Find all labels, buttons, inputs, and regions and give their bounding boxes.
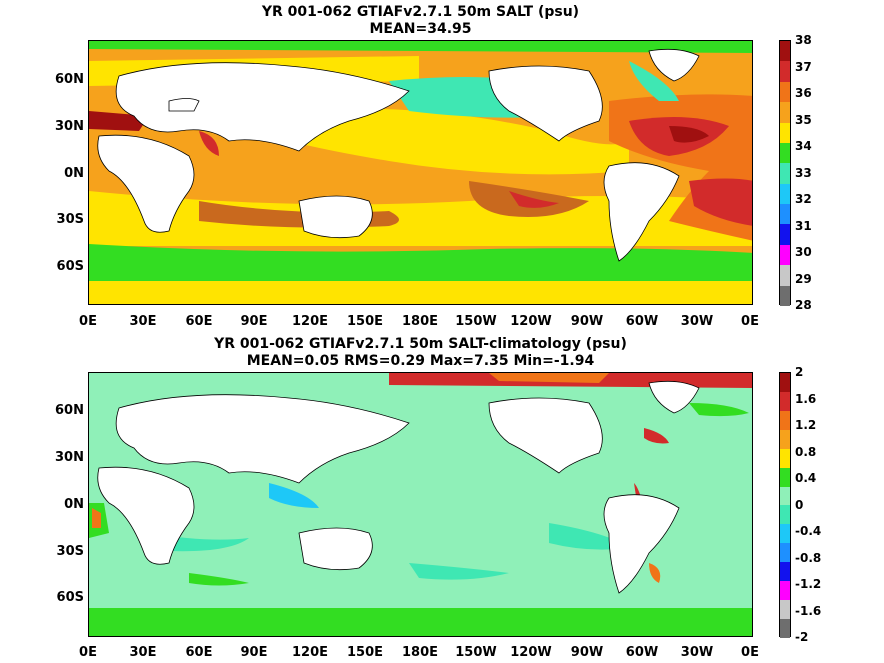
panel2-lon-3: 90E	[240, 645, 268, 660]
panel2-colorbar	[779, 372, 791, 638]
panel2-map	[88, 372, 753, 637]
panel1-map-svg	[89, 41, 752, 304]
colorbar-segment	[780, 183, 790, 204]
colorbar-segment	[780, 265, 790, 286]
colorbar-segment	[780, 204, 790, 225]
colorbar-segment	[780, 410, 790, 430]
colorbar-segment	[780, 81, 790, 103]
colorbar-tick-label: -0.8	[795, 550, 822, 565]
colorbar-tick-label: -1.6	[795, 603, 822, 618]
panel1-lon-11: 30W	[680, 314, 714, 329]
colorbar-segment	[780, 543, 790, 563]
panel2-map-svg	[89, 373, 752, 636]
panel2-lon-5: 150E	[346, 645, 384, 660]
panel2-lon-11: 30W	[680, 645, 714, 660]
colorbar-segment	[780, 562, 790, 582]
panel2-title-line2: MEAN=0.05 RMS=0.29 Max=7.35 Min=-1.94	[246, 353, 595, 369]
panel1-lon-10: 60W	[625, 314, 659, 329]
colorbar-segment	[780, 244, 790, 266]
panel1-title-line2: MEAN=34.95	[369, 21, 472, 37]
colorbar-segment	[780, 373, 790, 392]
panel1-lon-6: 180E	[401, 314, 439, 329]
panel1-title: YR 001-062 GTIAFv2.7.1 50m SALT (psu) ME…	[88, 4, 753, 38]
colorbar-segment	[780, 122, 790, 143]
colorbar-tick-label: -1.2	[795, 577, 822, 591]
panel1-lon-5: 150E	[346, 314, 384, 329]
panel2-lon-7: 150W	[455, 645, 497, 660]
colorbar-tick-label: 34	[795, 139, 812, 153]
panel2-lon-2: 60E	[185, 645, 213, 660]
panel1-title-line1: YR 001-062 GTIAFv2.7.1 50m SALT (psu)	[261, 4, 580, 20]
colorbar-segment	[780, 102, 790, 123]
panel2-lat-60S: 60S	[56, 590, 84, 605]
colorbar-segment	[780, 486, 790, 506]
panel2-lat-30N: 30N	[55, 450, 84, 465]
colorbar-segment	[780, 391, 790, 411]
panel1-lon-1: 30E	[129, 314, 157, 329]
panel1-lat-30S: 30S	[56, 212, 84, 227]
panel1-lon-12: 0E	[741, 314, 759, 329]
panel1-map	[88, 40, 753, 305]
colorbar-segment	[780, 224, 790, 245]
panel2-lon-6: 180E	[401, 645, 439, 660]
panel2-title: YR 001-062 GTIAFv2.7.1 50m SALT-climatol…	[88, 336, 753, 370]
colorbar-segment	[780, 163, 790, 184]
colorbar-tick-label: 32	[795, 192, 812, 206]
panel1-lon-4: 120E	[291, 314, 329, 329]
colorbar-segment	[780, 429, 790, 449]
panel1-lat-60S: 60S	[56, 259, 84, 274]
colorbar-segment	[780, 600, 790, 619]
colorbar-segment	[780, 524, 790, 544]
colorbar-tick-label: 30	[795, 245, 812, 259]
colorbar-tick-label: 33	[795, 165, 812, 180]
colorbar-tick-label: 2	[795, 365, 804, 379]
panel1-lat-0N: 0N	[64, 166, 84, 181]
panel2-lat-30S: 30S	[56, 544, 84, 559]
panel1-lon-8: 120W	[510, 314, 552, 329]
colorbar-tick-label: 31	[795, 218, 812, 233]
panel1-colorbar	[779, 40, 791, 306]
panel1-lon-0: 0E	[79, 314, 97, 329]
colorbar-segment	[780, 142, 790, 164]
colorbar-tick-label: 0.8	[795, 444, 817, 459]
colorbar-tick-label: 37	[795, 59, 812, 74]
panel2-lat-0N: 0N	[64, 497, 84, 512]
colorbar-tick-label: 0.4	[795, 471, 817, 485]
colorbar-segment	[780, 61, 790, 82]
panel2-lon-4: 120E	[291, 645, 329, 660]
panel1-lon-9: 90W	[570, 314, 604, 329]
colorbar-tick-label: 35	[795, 112, 812, 127]
colorbar-tick-label: 28	[795, 298, 812, 312]
panel2-lon-9: 90W	[570, 645, 604, 660]
colorbar-segment	[780, 505, 790, 525]
colorbar-tick-label: 0	[795, 497, 804, 512]
panel1-lon-3: 90E	[240, 314, 268, 329]
colorbar-segment	[780, 448, 790, 468]
colorbar-tick-label: 36	[795, 86, 812, 100]
colorbar-tick-label: 38	[795, 33, 812, 47]
panel1-lon-7: 150W	[455, 314, 497, 329]
colorbar-segment	[780, 618, 790, 638]
colorbar-tick-label: 1.6	[795, 391, 817, 406]
colorbar-tick-label: -2	[795, 630, 809, 644]
panel1-lat-30N: 30N	[55, 119, 84, 134]
panel1-lat-60N: 60N	[55, 72, 84, 87]
colorbar-segment	[780, 581, 790, 601]
panel1-lon-2: 60E	[185, 314, 213, 329]
panel2-lon-8: 120W	[510, 645, 552, 660]
panel2-lat-60N: 60N	[55, 403, 84, 418]
panel2-lon-1: 30E	[129, 645, 157, 660]
colorbar-tick-label: -0.4	[795, 524, 822, 538]
colorbar-segment	[780, 285, 790, 306]
colorbar-segment	[780, 467, 790, 487]
panel2-lon-12: 0E	[741, 645, 759, 660]
colorbar-tick-label: 1.2	[795, 418, 817, 432]
panel2-lon-10: 60W	[625, 645, 659, 660]
colorbar-tick-label: 29	[795, 271, 812, 286]
panel2-lon-0: 0E	[79, 645, 97, 660]
colorbar-segment	[780, 41, 790, 62]
panel2-title-line1: YR 001-062 GTIAFv2.7.1 50m SALT-climatol…	[214, 336, 627, 352]
